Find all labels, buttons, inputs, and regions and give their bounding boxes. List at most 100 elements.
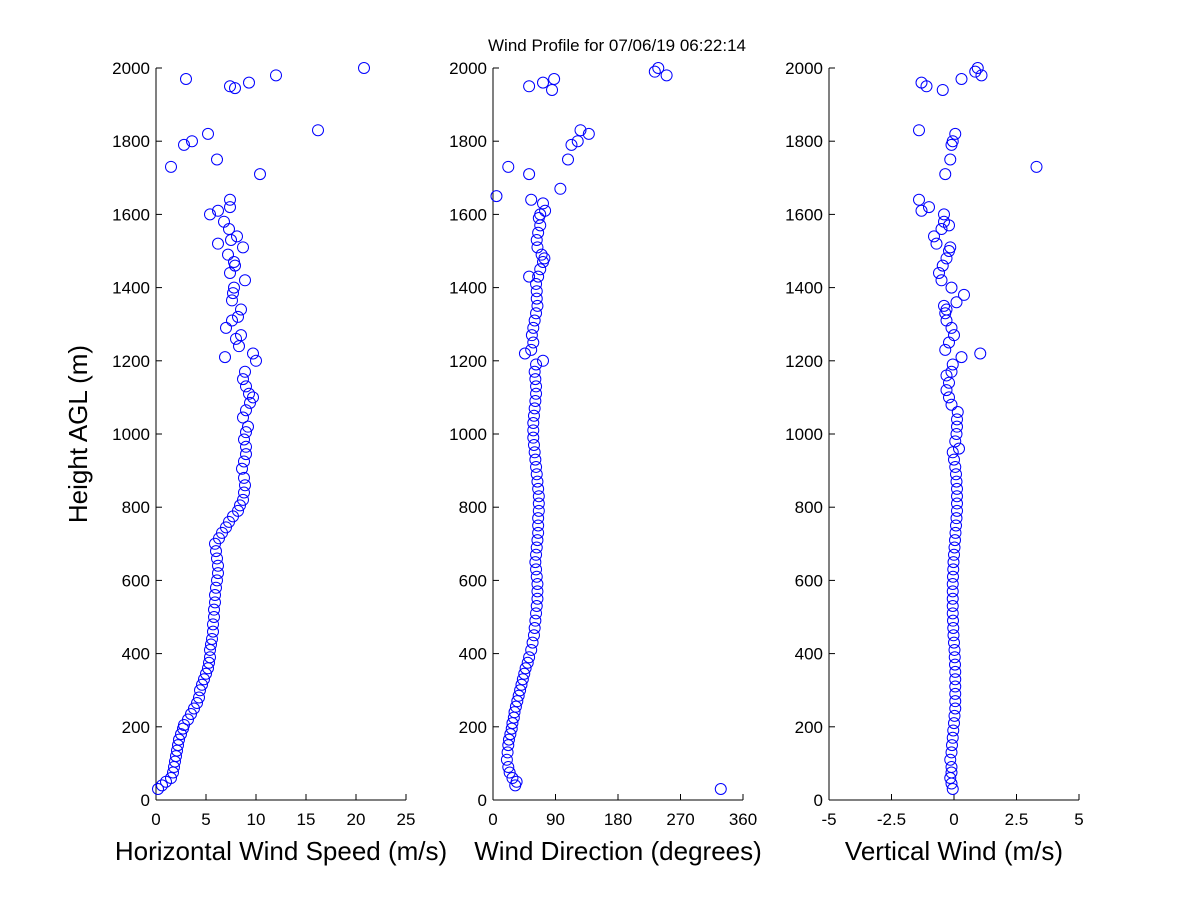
horizontal-wind-speed-data-point [194,684,206,697]
wind-direction-data-point [518,667,531,680]
horizontal-wind-speed-data-point [223,223,235,236]
wind-direction-data-point [537,354,549,367]
wind-direction-data-point [574,124,587,137]
horizontal-wind-speed-data-point [208,603,220,616]
horizontal-wind-speed-data-point [209,596,221,609]
wind-direction-data-point [531,592,544,605]
horizontal-wind-speed-data-point [225,234,237,247]
vertical-wind-data-point [958,288,970,301]
wind-direction-data-point [510,775,523,788]
horizontal-wind-speed-data-point [175,728,187,741]
wind-direction-data-point [526,636,539,649]
wind-direction-data-point [502,160,515,173]
wind-direction-data-point [502,733,515,746]
vertical-wind-data-point [946,135,959,148]
vertical-wind-y-tick-label: 200 [795,718,823,737]
vertical-wind-data-point [948,651,961,664]
horizontal-wind-speed-data-point [186,135,198,148]
vertical-wind-y-tick-label: 400 [795,645,823,664]
horizontal-wind-speed-data-point [198,673,210,686]
wind-direction-data-point [527,336,540,349]
horizontal-wind-speed-points [152,62,370,796]
horizontal-wind-speed-data-point [224,193,236,206]
wind-direction-y-tick-label: 1400 [449,279,487,298]
wind-direction-data-point [530,460,543,473]
vertical-wind-data-point [971,62,984,74]
horizontal-wind-speed-x-tick-label: 0 [151,810,160,829]
horizontal-wind-speed-data-point [212,237,224,250]
wind-direction-data-point [534,263,547,276]
wind-direction-data-point [532,226,545,239]
horizontal-wind-speed-data-point [236,462,248,475]
horizontal-wind-speed-data-point [172,739,184,752]
wind-direction-data-point [528,365,541,378]
vertical-wind-x-tick-label: -2.5 [877,810,906,829]
horizontal-wind-speed-data-point [173,733,185,746]
horizontal-wind-speed-data-point [212,204,224,217]
wind-direction-data-point [527,321,540,334]
vertical-wind-data-point [935,223,948,236]
vertical-wind-y-tick-label: 1000 [785,425,823,444]
vertical-wind-data-point [950,475,963,488]
horizontal-wind-speed-data-point [237,411,249,424]
horizontal-wind-speed-data-point [205,638,217,651]
wind-direction-y-tick-label: 1200 [449,352,487,371]
wind-direction-data-point [523,270,536,283]
horizontal-wind-speed-data-point [226,294,238,307]
wind-direction-data-point [527,424,540,437]
horizontal-wind-speed-y-tick-label: 200 [122,718,150,737]
vertical-wind-data-point [945,398,958,411]
wind-direction-data-point [527,431,540,444]
horizontal-wind-speed-data-point [165,772,177,785]
vertical-wind-data-point [951,420,963,433]
vertical-wind-data-point [949,534,961,547]
horizontal-wind-speed-data-point [240,448,252,461]
horizontal-wind-speed-data-point [254,168,266,181]
wind-direction-data-point [528,621,541,634]
wind-direction-data-point [539,204,552,217]
horizontal-wind-speed-y-tick-label: 400 [122,645,150,664]
wind-direction-data-point [530,307,543,320]
wind-direction-x-tick-label: 360 [729,810,757,829]
wind-direction-data-point [503,766,516,779]
wind-direction-data-point [531,534,544,547]
horizontal-wind-speed-y-tick-label: 1400 [112,279,150,298]
vertical-wind-data-point [913,193,925,206]
wind-direction-data-point [523,80,536,93]
vertical-wind-points [913,62,1043,796]
wind-direction-data-point [515,678,528,691]
wind-direction-data-point [527,409,540,422]
vertical-wind-x-label: Vertical Wind (m/s) [845,836,1063,866]
horizontal-wind-speed-y-tick-label: 800 [122,498,150,517]
vertical-wind-data-point [943,391,955,404]
horizontal-wind-speed-data-point [239,365,251,378]
vertical-wind-data-point [946,607,959,620]
horizontal-wind-speed-y-tick-label: 1200 [112,352,150,371]
vertical-wind-data-point [945,761,958,774]
vertical-wind-data-point [950,468,962,481]
horizontal-wind-speed-data-point [237,241,249,254]
wind-direction-data-point [525,193,538,206]
horizontal-wind-speed-data-point [203,656,215,669]
vertical-wind-data-point [949,665,962,678]
vertical-wind-data-point [950,296,963,309]
vertical-wind-data-point [946,578,959,591]
wind-direction-x-tick-label: 180 [604,810,632,829]
vertical-wind-data-point [949,673,962,686]
vertical-wind-data-point [946,592,959,605]
horizontal-wind-speed-data-point [211,153,223,166]
horizontal-wind-speed-data-point [210,545,222,558]
vertical-wind-data-point [944,153,957,166]
horizontal-wind-speed-y-tick-label: 1600 [112,205,150,224]
wind-direction-data-point [529,373,542,386]
horizontal-wind-speed-y-label: Height AGL (m) [63,345,93,523]
vertical-wind-data-point [975,69,988,82]
vertical-wind-data-point [950,512,963,525]
wind-direction-data-point [530,541,543,554]
wind-direction-data-point [530,563,543,576]
vertical-wind-data-point [949,658,961,671]
wind-direction-data-point [530,380,543,393]
horizontal-wind-speed-data-point [235,329,247,342]
horizontal-wind-speed-data-point [224,201,236,214]
